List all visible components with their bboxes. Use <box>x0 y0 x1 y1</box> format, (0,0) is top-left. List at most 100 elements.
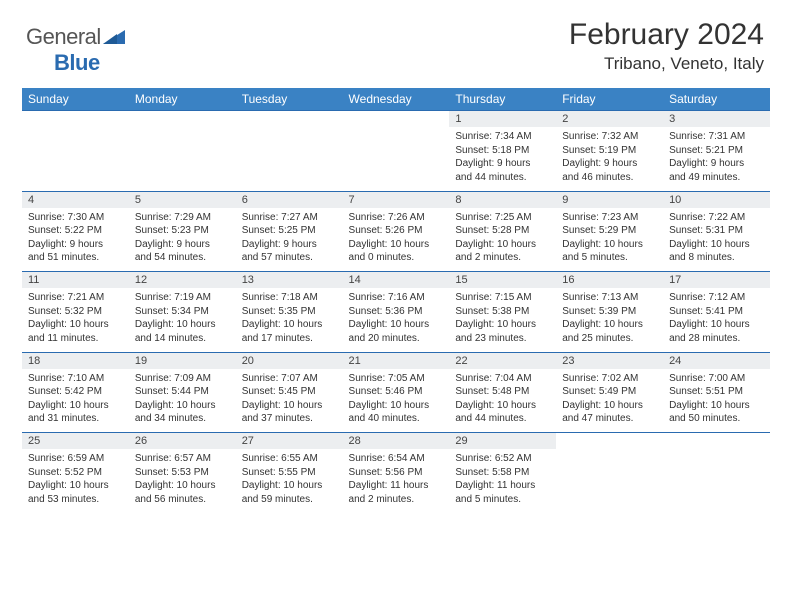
sunrise-text: Sunrise: 7:15 AM <box>455 291 550 305</box>
day-content-cell <box>663 449 770 513</box>
day-content-cell: Sunrise: 7:00 AMSunset: 5:51 PMDaylight:… <box>663 369 770 433</box>
sunset-text: Sunset: 5:34 PM <box>135 305 230 319</box>
day-number: 6 <box>242 194 248 206</box>
sunset-text: Sunset: 5:32 PM <box>28 305 123 319</box>
sunset-text: Sunset: 5:52 PM <box>28 466 123 480</box>
weekday-header: Wednesday <box>343 88 450 111</box>
day-content-cell <box>129 127 236 191</box>
day-number-cell: 16 <box>556 272 663 289</box>
page-header: GeneralBlue February 2024 Tribano, Venet… <box>22 18 770 76</box>
daylight1-text: Daylight: 9 hours <box>562 157 657 171</box>
sunset-text: Sunset: 5:38 PM <box>455 305 550 319</box>
day-number-cell: 12 <box>129 272 236 289</box>
sunrise-text: Sunrise: 7:29 AM <box>135 211 230 225</box>
day-number-cell: 7 <box>343 191 450 208</box>
calendar-body: 123Sunrise: 7:34 AMSunset: 5:18 PMDaylig… <box>22 111 770 514</box>
sunset-text: Sunset: 5:19 PM <box>562 144 657 158</box>
daylight2-text: and 23 minutes. <box>455 332 550 346</box>
sunrise-text: Sunrise: 6:52 AM <box>455 452 550 466</box>
month-title: February 2024 <box>569 18 764 52</box>
day-number: 27 <box>242 435 254 447</box>
daylight1-text: Daylight: 10 hours <box>349 238 444 252</box>
daylight1-text: Daylight: 10 hours <box>562 318 657 332</box>
sunset-text: Sunset: 5:29 PM <box>562 224 657 238</box>
sunrise-text: Sunrise: 7:16 AM <box>349 291 444 305</box>
daylight1-text: Daylight: 10 hours <box>669 238 764 252</box>
sunset-text: Sunset: 5:39 PM <box>562 305 657 319</box>
day-content-cell: Sunrise: 7:31 AMSunset: 5:21 PMDaylight:… <box>663 127 770 191</box>
sunrise-text: Sunrise: 7:19 AM <box>135 291 230 305</box>
sunset-text: Sunset: 5:58 PM <box>455 466 550 480</box>
sunset-text: Sunset: 5:42 PM <box>28 385 123 399</box>
day-number-cell: 10 <box>663 191 770 208</box>
day-content-cell: Sunrise: 7:22 AMSunset: 5:31 PMDaylight:… <box>663 208 770 272</box>
day-number-cell: 2 <box>556 111 663 128</box>
daylight1-text: Daylight: 11 hours <box>455 479 550 493</box>
daylight2-text: and 57 minutes. <box>242 251 337 265</box>
daylight2-text: and 31 minutes. <box>28 412 123 426</box>
sunset-text: Sunset: 5:44 PM <box>135 385 230 399</box>
day-content-cell <box>22 127 129 191</box>
day-content-row: Sunrise: 7:30 AMSunset: 5:22 PMDaylight:… <box>22 208 770 272</box>
day-number-cell: 28 <box>343 433 450 450</box>
day-content-cell: Sunrise: 6:54 AMSunset: 5:56 PMDaylight:… <box>343 449 450 513</box>
day-content-row: Sunrise: 7:10 AMSunset: 5:42 PMDaylight:… <box>22 369 770 433</box>
weekday-header: Monday <box>129 88 236 111</box>
sunrise-text: Sunrise: 7:22 AM <box>669 211 764 225</box>
day-number-cell: 15 <box>449 272 556 289</box>
day-content-cell: Sunrise: 7:07 AMSunset: 5:45 PMDaylight:… <box>236 369 343 433</box>
daylight2-text: and 28 minutes. <box>669 332 764 346</box>
day-number: 8 <box>455 194 461 206</box>
day-content-cell: Sunrise: 7:26 AMSunset: 5:26 PMDaylight:… <box>343 208 450 272</box>
day-content-cell <box>236 127 343 191</box>
daylight1-text: Daylight: 10 hours <box>455 238 550 252</box>
daylight1-text: Daylight: 10 hours <box>349 318 444 332</box>
day-number-cell <box>343 111 450 128</box>
daylight1-text: Daylight: 10 hours <box>562 238 657 252</box>
sunset-text: Sunset: 5:25 PM <box>242 224 337 238</box>
day-content-cell: Sunrise: 7:10 AMSunset: 5:42 PMDaylight:… <box>22 369 129 433</box>
daylight2-text: and 50 minutes. <box>669 412 764 426</box>
day-content-cell: Sunrise: 7:09 AMSunset: 5:44 PMDaylight:… <box>129 369 236 433</box>
day-content-cell: Sunrise: 7:04 AMSunset: 5:48 PMDaylight:… <box>449 369 556 433</box>
day-number-cell: 25 <box>22 433 129 450</box>
day-number-cell: 22 <box>449 352 556 369</box>
day-number-cell: 1 <box>449 111 556 128</box>
weekday-header: Saturday <box>663 88 770 111</box>
sunrise-text: Sunrise: 7:04 AM <box>455 372 550 386</box>
daylight2-text: and 11 minutes. <box>28 332 123 346</box>
day-number-cell: 6 <box>236 191 343 208</box>
day-content-row: Sunrise: 7:34 AMSunset: 5:18 PMDaylight:… <box>22 127 770 191</box>
day-content-cell: Sunrise: 7:25 AMSunset: 5:28 PMDaylight:… <box>449 208 556 272</box>
daylight1-text: Daylight: 10 hours <box>28 318 123 332</box>
daylight1-text: Daylight: 10 hours <box>669 318 764 332</box>
daylight2-text: and 5 minutes. <box>455 493 550 507</box>
day-content-cell: Sunrise: 7:23 AMSunset: 5:29 PMDaylight:… <box>556 208 663 272</box>
day-content-cell: Sunrise: 7:18 AMSunset: 5:35 PMDaylight:… <box>236 288 343 352</box>
day-number: 18 <box>28 355 40 367</box>
day-content-cell: Sunrise: 7:16 AMSunset: 5:36 PMDaylight:… <box>343 288 450 352</box>
day-content-cell: Sunrise: 6:52 AMSunset: 5:58 PMDaylight:… <box>449 449 556 513</box>
daylight1-text: Daylight: 10 hours <box>242 479 337 493</box>
day-content-cell: Sunrise: 7:19 AMSunset: 5:34 PMDaylight:… <box>129 288 236 352</box>
day-number-cell: 24 <box>663 352 770 369</box>
day-number: 17 <box>669 274 681 286</box>
day-number: 11 <box>28 274 39 286</box>
day-number-cell: 3 <box>663 111 770 128</box>
daylight1-text: Daylight: 10 hours <box>562 399 657 413</box>
day-content-cell: Sunrise: 7:02 AMSunset: 5:49 PMDaylight:… <box>556 369 663 433</box>
weekday-header: Sunday <box>22 88 129 111</box>
day-number: 24 <box>669 355 681 367</box>
sunset-text: Sunset: 5:45 PM <box>242 385 337 399</box>
sunrise-text: Sunrise: 6:54 AM <box>349 452 444 466</box>
sunset-text: Sunset: 5:56 PM <box>349 466 444 480</box>
daylight2-text: and 44 minutes. <box>455 171 550 185</box>
day-number-cell: 19 <box>129 352 236 369</box>
sunset-text: Sunset: 5:48 PM <box>455 385 550 399</box>
sunset-text: Sunset: 5:36 PM <box>349 305 444 319</box>
daylight2-text: and 5 minutes. <box>562 251 657 265</box>
day-number: 16 <box>562 274 574 286</box>
day-number-cell <box>129 111 236 128</box>
daylight1-text: Daylight: 10 hours <box>135 479 230 493</box>
daylight2-text: and 46 minutes. <box>562 171 657 185</box>
